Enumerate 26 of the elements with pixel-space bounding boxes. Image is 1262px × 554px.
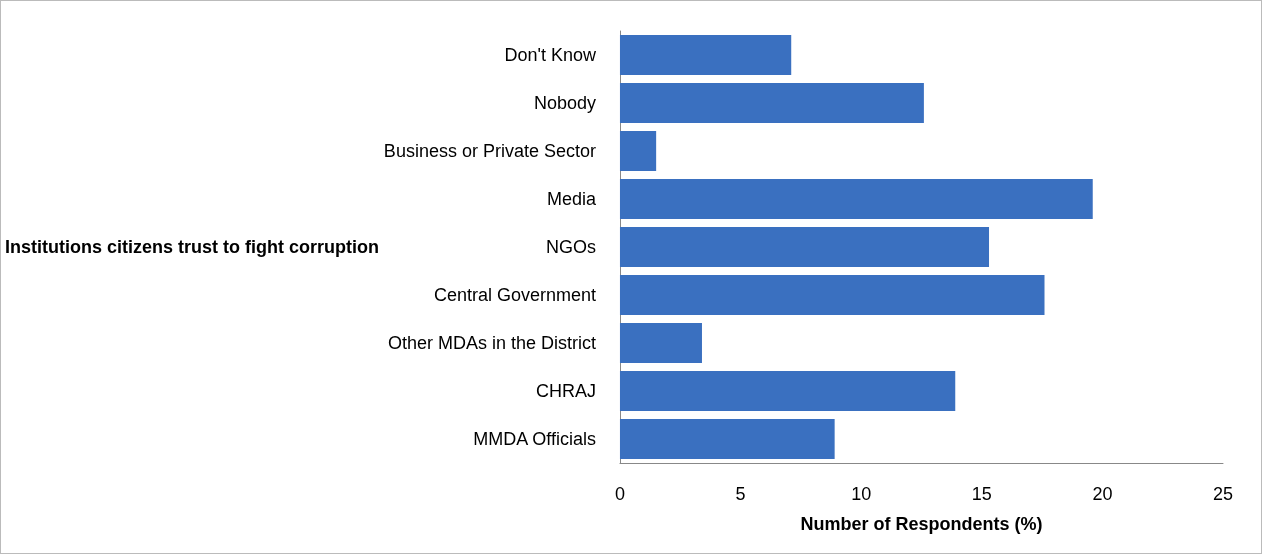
x-tick-label: 20: [1092, 484, 1113, 504]
bar: [619, 371, 956, 411]
y-axis-title: Institutions citizens trust to fight corruption: [5, 237, 379, 257]
x-tick-label: 10: [851, 484, 872, 504]
x-tick-label: 0: [614, 484, 625, 504]
y-tick-label: MMDA Officials: [473, 429, 596, 449]
bar: [619, 419, 835, 459]
y-tick-label: Don't Know: [504, 45, 597, 65]
y-tick-label: Media: [546, 189, 597, 209]
bar: [619, 83, 924, 123]
y-tick-label: NGOs: [545, 237, 596, 257]
x-tick-label: 5: [735, 484, 746, 504]
bar: [619, 179, 1093, 219]
y-tick-label: Business or Private Sector: [383, 141, 596, 161]
y-tick-label: CHRAJ: [535, 381, 596, 401]
y-tick-label: Nobody: [533, 93, 596, 113]
bar: [619, 227, 990, 267]
x-axis-title: Number of Respondents (%): [800, 514, 1043, 534]
y-tick-label: Other MDAs in the District: [387, 333, 596, 353]
bar: [619, 131, 657, 171]
x-tick-label: 15: [971, 484, 992, 504]
x-tick-label: 25: [1212, 484, 1234, 504]
bar: [619, 35, 792, 75]
y-tick-label: Central Government: [433, 285, 596, 305]
bar: [619, 275, 1045, 315]
bar: [619, 323, 702, 363]
